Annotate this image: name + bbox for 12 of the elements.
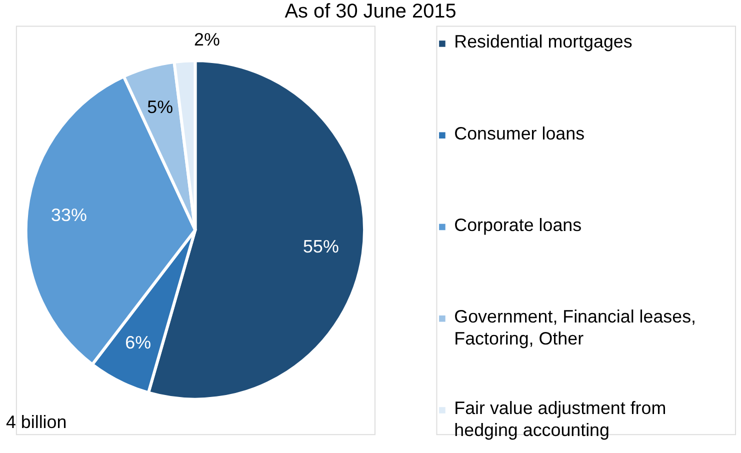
chart-title: As of 30 June 2015 — [284, 0, 456, 22]
legend-label: Residential mortgages — [454, 32, 632, 52]
legend-label: Consumer loans — [454, 123, 585, 144]
data-label: 6% — [125, 332, 152, 352]
legend-label: Government, Financial leases, Factoring, Other — [454, 306, 696, 349]
data-label: 33% — [51, 205, 87, 226]
data-label: 55% — [303, 236, 339, 257]
data-label: 2% — [194, 30, 220, 50]
text: 4 billion — [6, 412, 67, 432]
data-label: 5% — [147, 96, 174, 117]
legend-label: Corporate loans — [454, 214, 582, 235]
legend-label: Fair value adjustment from hedging accounting — [454, 398, 666, 440]
